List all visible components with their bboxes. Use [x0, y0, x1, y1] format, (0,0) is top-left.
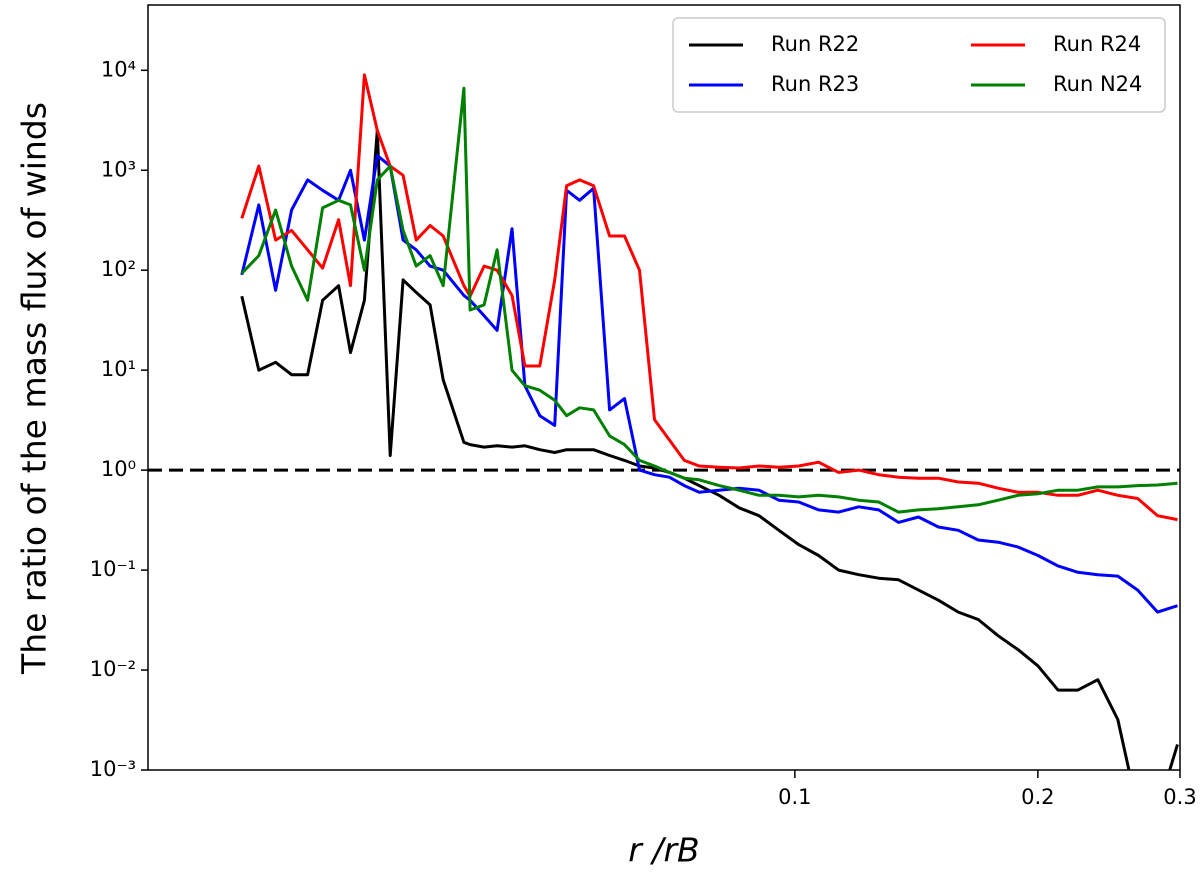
legend-box — [672, 17, 1166, 113]
y-tick-label: 10¹ — [101, 357, 136, 381]
y-tick-label: 10³ — [101, 157, 136, 181]
y-axis-label: The ratio of the mass flux of winds — [15, 102, 54, 675]
y-tick-label: 10⁻² — [90, 657, 136, 681]
x-tick-label: 0.3 — [1163, 785, 1196, 809]
legend-label: Run R23 — [771, 72, 859, 96]
legend-label: Run N24 — [1053, 72, 1142, 96]
plot-lines — [148, 73, 1180, 770]
y-tick-label: 10⁴ — [101, 57, 136, 81]
x-axis-label: r /rB — [628, 831, 699, 870]
y-tick-label: 10² — [101, 257, 136, 281]
series-line — [240, 73, 1178, 522]
x-tick-label: 0.2 — [1021, 785, 1054, 809]
legend-label: Run R22 — [771, 32, 859, 56]
series-line — [240, 154, 1178, 614]
series-line — [240, 86, 1178, 514]
x-tick-label: 0.1 — [778, 785, 811, 809]
y-tick-label: 10⁻³ — [90, 757, 136, 781]
plot-frame — [147, 4, 1181, 771]
y-tick-label: 10⁰ — [101, 457, 136, 481]
legend-label: Run R24 — [1053, 32, 1141, 56]
y-tick-label: 10⁻¹ — [90, 557, 136, 581]
